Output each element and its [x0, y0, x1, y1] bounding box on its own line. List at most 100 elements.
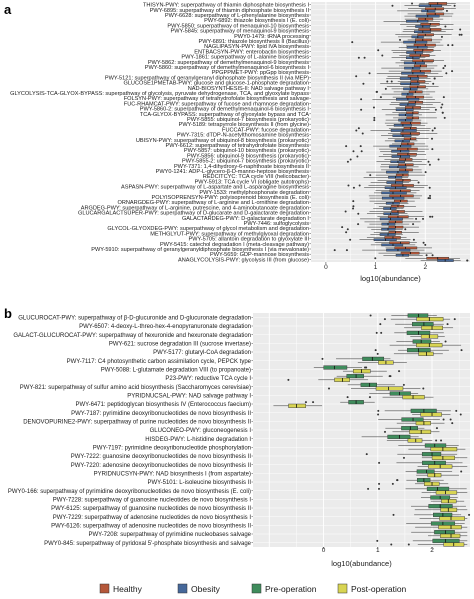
outlier-point [375, 331, 378, 334]
category-label: FUCCAT-PWY: fucose degradation [222, 127, 309, 133]
category-label: PWY-1861: superpathway of L-alanine bios… [181, 55, 309, 61]
box-post-operation [440, 507, 458, 512]
outlier-point [431, 137, 434, 140]
outlier-point [444, 25, 447, 28]
box-post-operation [439, 516, 465, 521]
category-label: NAD-BIOSYNTHESIS-II: NAD salvage pathway… [188, 86, 310, 92]
outlier-point [459, 28, 462, 31]
outlier-point [415, 217, 418, 220]
box-post-operation [440, 533, 461, 538]
category-label: PWY-5101: L-isoleucine biosynthesis II [148, 480, 252, 486]
outlier-point [381, 54, 384, 57]
box-obesity [404, 66, 421, 70]
box-healthy [415, 38, 432, 42]
category-label: GLUCUROCAT-PWY: superpathway of β-D-gluc… [18, 315, 251, 321]
outlier-point [376, 539, 379, 542]
box-obesity [395, 108, 414, 112]
box-healthy [394, 246, 418, 250]
box-obesity [400, 82, 420, 86]
box-pre-operation [401, 417, 424, 422]
outlier-point [355, 75, 358, 78]
outlier-point [440, 35, 443, 38]
outlier-point [459, 413, 462, 416]
outlier-point [345, 231, 348, 234]
panel-letter-a: a [4, 2, 12, 17]
panel-letter-b: b [4, 306, 12, 321]
outlier-point [402, 456, 405, 459]
category-label: THISYN-PWY: superpathway of thiamin diph… [143, 3, 309, 9]
outlier-point [333, 249, 336, 252]
outlier-point [347, 184, 350, 187]
box-obesity [406, 51, 423, 54]
outlier-point [392, 513, 395, 516]
x-tick-label: 0 [322, 547, 326, 554]
category-label: GLYCOL-GLYOXDEG-PWY: superpathway of gly… [107, 226, 309, 232]
outlier-point [378, 461, 381, 464]
box-obesity [392, 134, 412, 138]
legend-label: Obesity [191, 584, 221, 594]
outlier-point [451, 44, 454, 47]
legend-swatch [251, 583, 262, 594]
outlier-point [378, 482, 381, 485]
box-pre-operation [434, 530, 455, 535]
panel-b: b GLUCUROCAT-PWY: superpathway of β-D-glu… [4, 306, 471, 568]
category-label: DENOVOPURINE2-PWY: superpathway of purin… [23, 419, 251, 425]
category-label: ENTBACSYN-PWY: enterobactin biosynthesis [194, 49, 309, 55]
category-label: ARGDEG-PWY: superpathway of L-arginine, … [81, 205, 309, 211]
category-label: ORNARGDEG-PWY: superpathway of L-arginin… [117, 200, 309, 206]
outlier-point [429, 194, 432, 197]
category-label: FOLSYN-PWY: superpathway of tetrahydrofo… [124, 96, 309, 102]
outlier-point [346, 228, 349, 231]
outlier-point [377, 409, 380, 412]
outlier-point [440, 106, 443, 109]
outlier-point [352, 207, 355, 210]
outlier-point [346, 160, 349, 163]
box-pre-operation [426, 486, 450, 491]
box-obesity [406, 19, 429, 23]
box-healthy [409, 54, 430, 57]
outlier-point [431, 148, 434, 151]
outlier-point [352, 205, 355, 208]
category-label: PWY-6892: thiazole biosynthesis I (E. co… [204, 18, 309, 24]
category-label: PWY-7315: dTDP-N-acetylthomosamine biosy… [177, 133, 309, 139]
outlier-point [379, 323, 382, 326]
category-label: PWY0-1479: tRNA processing [234, 34, 309, 40]
outlier-point [412, 223, 415, 226]
box-post-operation [402, 395, 425, 400]
outlier-point [358, 184, 361, 187]
outlier-point [389, 375, 392, 378]
box-obesity [386, 181, 404, 184]
outlier-point [344, 210, 347, 213]
category-label: PWY-5910: superpathway of geranylgeranyl… [91, 247, 309, 253]
outlier-point [449, 418, 452, 421]
outlier-point [349, 238, 352, 241]
box-post-operation [435, 490, 458, 495]
category-label: PWY-7371: 1,4-dihydroxy-6-naphthoate bio… [174, 164, 309, 170]
box-obesity [403, 61, 425, 65]
box-post-operation [407, 438, 423, 443]
outlier-point [411, 2, 414, 5]
outlier-point [361, 132, 364, 135]
box-obesity [381, 243, 404, 247]
x-tick-label: 1 [374, 264, 378, 271]
category-label: GLUCARGALACTSUPER-PWY: superpathway of D… [78, 211, 309, 217]
outlier-point [383, 430, 386, 433]
outlier-point [379, 96, 382, 99]
category-label: PWY-7220: adenosine deoxyribonucleotides… [71, 463, 252, 469]
outlier-point [433, 127, 436, 130]
box-post-operation [409, 429, 432, 434]
outlier-point [368, 72, 371, 75]
outlier-point [398, 370, 401, 373]
outlier-point [407, 543, 410, 546]
outlier-point [352, 186, 355, 189]
outlier-point [396, 479, 399, 482]
outlier-point [441, 103, 444, 106]
outlier-point [352, 200, 355, 203]
outlier-point [357, 56, 360, 59]
box-healthy [389, 241, 410, 245]
outlier-point [453, 4, 456, 7]
box-obesity [386, 170, 409, 174]
outlier-point [386, 80, 389, 83]
box-post-operation [334, 377, 350, 382]
outlier-point [372, 106, 375, 109]
